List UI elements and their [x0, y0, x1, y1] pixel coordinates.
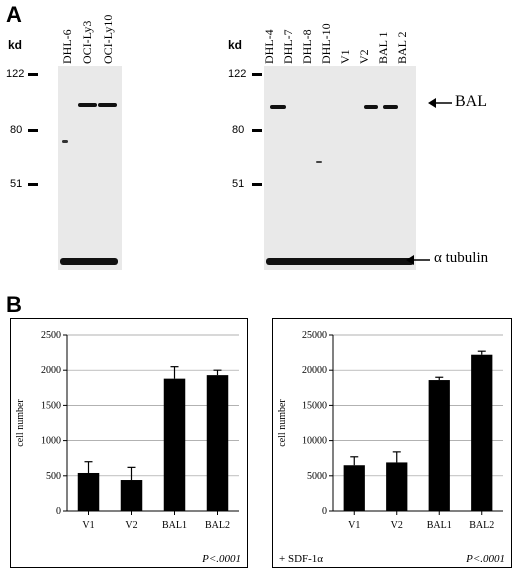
right-tick-51 [252, 183, 262, 186]
lane-label: DHL-6 [60, 29, 74, 64]
right-marker-80: 80 [232, 124, 245, 136]
x-tick-label: V2 [125, 520, 137, 531]
left-tick-80 [28, 129, 38, 132]
lane-label: BAL 2 [395, 31, 409, 64]
lane-label: DHL-8 [300, 29, 314, 64]
left-kd-label: kd [8, 38, 23, 52]
left-blot-membrane [58, 66, 122, 270]
panel-a-label: A [6, 2, 22, 27]
tubulin-band-label: α tubulin [434, 250, 489, 266]
bal-band [364, 105, 378, 109]
x-tick-label: V1 [348, 520, 360, 531]
y-tick-label: 10000 [302, 436, 327, 447]
left-marker-51: 51 [10, 178, 23, 190]
bar-v2 [386, 462, 408, 511]
left-marker-80: 80 [10, 124, 23, 136]
right-marker-51: 51 [232, 178, 245, 190]
y-axis-label: cell number [277, 399, 288, 447]
lane-label: BAL 1 [376, 31, 390, 64]
arrow-left-icon [428, 98, 452, 108]
bal-band-label: BAL [455, 93, 487, 110]
lane-label: OCI-Ly3 [80, 20, 94, 64]
pvalue-label: P<.0001 [466, 553, 505, 565]
y-tick-label: 500 [46, 471, 61, 482]
arrow-left-icon [406, 255, 430, 265]
tubulin-band [266, 258, 414, 265]
bar-v1 [77, 472, 100, 511]
right-blot-membrane [264, 66, 416, 270]
bal-band [383, 105, 398, 109]
left-tick-51 [28, 183, 38, 186]
left-blot: kd 122 80 51 [0, 0, 130, 280]
y-tick-label: 15000 [302, 400, 327, 411]
tubulin-band [60, 258, 118, 265]
artifact-band [62, 140, 68, 143]
chart-growth-plot: 0 500 1000 1500 2000 2500 cell number V1 V2 BAL1 B… [15, 330, 239, 531]
x-tick-label: V1 [82, 520, 94, 531]
condition-label: + SDF-1α [279, 553, 324, 565]
x-tick-label: BAL2 [205, 520, 230, 531]
chart-growth-sdf1: 0 5000 10000 15000 20000 25000 cell number V1 V2… [272, 318, 512, 568]
bal-band [98, 103, 117, 107]
x-tick-label: BAL1 [427, 520, 452, 531]
x-tick-label: V2 [391, 520, 403, 531]
chart-growth-sdf1-plot: 0 5000 10000 15000 20000 25000 cell number V1 V2… [277, 330, 503, 531]
bal-band [78, 103, 97, 107]
x-tick-label: BAL2 [469, 520, 494, 531]
y-tick-label: 0 [322, 506, 327, 517]
left-tick-122 [28, 73, 38, 76]
x-tick-label: BAL1 [162, 520, 187, 531]
left-marker-122: 122 [6, 68, 25, 80]
bar-bal2 [206, 375, 229, 511]
panel-b-label: B [6, 292, 22, 317]
artifact-band [316, 161, 322, 163]
right-kd-label: kd [228, 38, 243, 52]
pvalue-label: P<.0001 [202, 553, 241, 565]
bar-v1 [343, 465, 365, 511]
lane-label: V1 [338, 49, 352, 64]
y-tick-label: 1000 [41, 436, 61, 447]
lane-label: OCI-Ly10 [101, 14, 115, 64]
bar-bal1 [163, 378, 186, 511]
bar-bal2 [471, 354, 493, 511]
lane-label: DHL-4 [262, 29, 276, 64]
right-tick-80 [252, 129, 262, 132]
lane-label: DHL-10 [319, 23, 333, 64]
bal-band [270, 105, 286, 109]
lane-label: V2 [357, 49, 371, 64]
y-tick-label: 20000 [302, 365, 327, 376]
y-tick-label: 5000 [307, 471, 327, 482]
chart-growth: 0 500 1000 1500 2000 2500 cell number V1 V2 BAL1 B… [10, 318, 248, 568]
y-tick-label: 2000 [41, 365, 61, 376]
bar-v2 [120, 480, 143, 511]
y-tick-label: 25000 [302, 330, 327, 341]
y-tick-label: 2500 [41, 330, 61, 341]
y-tick-label: 1500 [41, 400, 61, 411]
y-tick-label: 0 [56, 506, 61, 517]
y-axis-label: cell number [15, 399, 26, 447]
bar-bal1 [428, 380, 450, 511]
right-marker-122: 122 [228, 68, 247, 80]
lane-label: DHL-7 [281, 29, 295, 64]
right-tick-122 [252, 73, 262, 76]
